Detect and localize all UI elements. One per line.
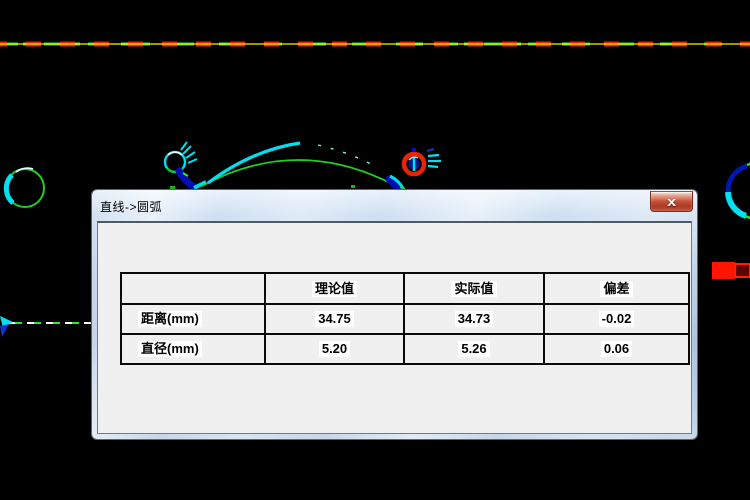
column-header-theory: 理论值 (264, 274, 403, 303)
detected-circle-right-edge (725, 162, 750, 220)
arrow-head-icon (0, 316, 13, 328)
blue-blob-left (175, 167, 198, 191)
detected-circle-left (3, 167, 45, 208)
measured-circle-red (385, 148, 441, 194)
table-cell-distance-deviation: -0.02 (543, 303, 688, 333)
close-icon: x (666, 194, 677, 209)
table-cell-diameter-theory: 5.20 (264, 333, 403, 363)
table-cell-distance-actual: 34.73 (403, 303, 543, 333)
column-header-deviation: 偏差 (543, 274, 688, 303)
green-tick (170, 186, 175, 189)
row-label-distance: 距离(mm) (122, 303, 264, 333)
table-cell-diameter-actual: 5.26 (403, 333, 543, 363)
row-label-diameter: 直径(mm) (122, 333, 264, 363)
dialog-titlebar[interactable]: 直线->圆弧 x (92, 190, 697, 221)
table-cell-diameter-deviation: 0.06 (543, 333, 688, 363)
hatch-marks-red-circle (427, 153, 441, 169)
bottom-left-edge-line (0, 316, 92, 337)
column-header-empty (122, 274, 264, 303)
results-table: 理论值 实际值 偏差 距离(mm) 34.75 34.73 -0.02 直径(m… (120, 272, 690, 365)
hatch-marks-left-circle (180, 141, 198, 164)
measurement-dialog: 直线->圆弧 x 理论值 实际值 偏差 距离(mm) 34.75 34.73 -… (92, 190, 697, 439)
table-cell-distance-theory: 34.75 (264, 303, 403, 333)
red-marker-right (712, 262, 750, 279)
measured-arc (201, 141, 397, 187)
close-button[interactable]: x (650, 191, 693, 212)
dialog-body: 理论值 实际值 偏差 距离(mm) 34.75 34.73 -0.02 直径(m… (97, 221, 692, 434)
dialog-title: 直线->圆弧 (100, 200, 163, 214)
column-header-actual: 实际值 (403, 274, 543, 303)
detected-circle-small (163, 141, 207, 191)
green-tick (351, 185, 355, 188)
